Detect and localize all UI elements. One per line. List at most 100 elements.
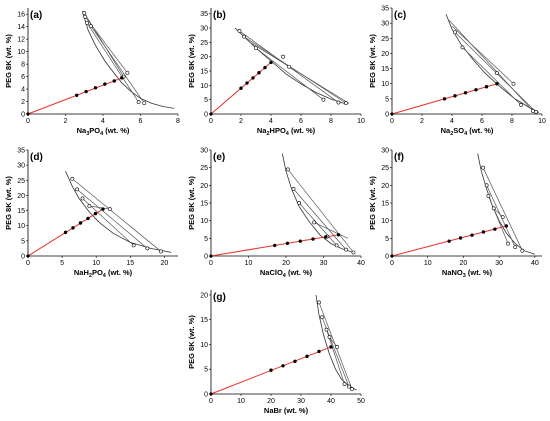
panel-f: (f) 0 10 20 30 40 0 5 10 15 20 25 30 PEG 8K (wt. %) Na… [368, 148, 542, 279]
x-axis-label: NaNO3 (wt. %) [442, 268, 493, 279]
y-tick-label: 25 [381, 36, 389, 43]
open-data-point [320, 315, 324, 320]
open-data-point [513, 245, 518, 250]
feed-data-point [474, 88, 478, 92]
x-tick-label: 6 [299, 118, 303, 125]
origin-point [209, 254, 213, 258]
panel-label: (d) [30, 152, 43, 163]
x-tick-label: 10 [357, 118, 365, 125]
y-tick-label: 0 [21, 112, 25, 119]
y-tick-label: 5 [204, 97, 208, 104]
origin-point [390, 254, 394, 258]
feed-data-point [453, 94, 457, 98]
x-tick-label: 10 [245, 260, 253, 267]
open-data-point [460, 45, 465, 50]
feed-data-point [493, 227, 497, 231]
feed-data-point [269, 60, 273, 65]
open-data-point [87, 204, 92, 208]
y-tick-label: 35 [381, 6, 389, 13]
feed-data-point [63, 230, 68, 235]
open-data-point [145, 246, 150, 251]
x-tick-label: 10 [538, 118, 546, 125]
y-tick-label: 0 [204, 254, 208, 261]
y-tick-label: 30 [17, 163, 25, 170]
x-tick-label: 4 [269, 118, 273, 125]
feed-data-point [120, 76, 124, 80]
y-tick-label: 30 [381, 21, 389, 28]
y-tick-label: 35 [17, 148, 25, 155]
x-tick-label: 2 [420, 118, 424, 125]
origin-point [209, 392, 213, 396]
y-tick-label: 20 [381, 183, 389, 190]
binodal-curve [281, 153, 354, 253]
feed-data-point [86, 216, 90, 221]
x-tick-label: 2 [64, 118, 68, 125]
open-data-point [159, 249, 163, 254]
y-tick-label: 0 [385, 112, 389, 119]
origin-point [26, 254, 30, 258]
feed-data-point [495, 82, 499, 86]
open-data-point [75, 187, 79, 192]
feed-data-point [239, 86, 243, 90]
open-data-point [344, 101, 348, 106]
y-tick-label: 25 [200, 40, 208, 47]
x-axis-label: Na3PO4 (wt. %) [77, 126, 130, 137]
panel-label: (g) [213, 292, 226, 303]
origin-point [209, 112, 213, 116]
feed-data-point [269, 368, 273, 372]
x-tick-label: 20 [160, 260, 168, 267]
open-data-point [453, 30, 457, 35]
feed-data-point [93, 211, 98, 216]
feed-data-point [293, 359, 297, 364]
y-axis-label: PEG 8K (wt. %) [187, 315, 196, 369]
open-data-point [287, 64, 291, 69]
tie-line [249, 42, 350, 104]
tie-line [76, 189, 148, 249]
panel-e: (e) 0 10 20 30 40 0 5 10 15 20 25 30 PEG 8K (wt. %) Na… [187, 148, 365, 280]
feed-data-point [311, 237, 315, 241]
feed-data-point [484, 85, 489, 89]
open-data-point [342, 382, 347, 386]
open-data-point [335, 345, 339, 349]
feed-data-point [84, 89, 88, 94]
open-data-point [534, 109, 538, 114]
y-tick-label: 25 [200, 165, 208, 172]
panel-label: (b) [213, 10, 226, 21]
tie-line [321, 317, 350, 387]
feed-data-point [75, 93, 79, 97]
x-tick-label: 6 [139, 118, 143, 125]
feed-data-point [447, 239, 451, 243]
feed-data-point [442, 97, 447, 101]
open-data-point [324, 327, 329, 332]
x-tick-label: 8 [329, 118, 333, 125]
open-data-point [491, 206, 496, 211]
open-data-point [500, 215, 505, 220]
x-tick-label: 0 [390, 118, 394, 125]
feed-data-point [470, 233, 474, 237]
x-tick-label: 20 [282, 260, 290, 267]
x-tick-label: 0 [26, 260, 30, 267]
y-tick-label: 0 [21, 254, 25, 261]
feed-data-point [317, 349, 321, 354]
y-tick-label: 15 [200, 201, 208, 208]
open-data-point [351, 250, 356, 255]
y-tick-label: 5 [385, 236, 389, 243]
open-data-point [495, 71, 499, 76]
panel-label: (e) [213, 152, 225, 163]
feed-data-point [93, 86, 98, 90]
tie-line [451, 25, 514, 84]
x-tick-label: 4 [101, 118, 105, 125]
open-data-point [327, 335, 332, 339]
open-data-point [254, 46, 258, 51]
y-tick-label: 20 [381, 51, 389, 58]
x-tick-label: 20 [267, 398, 275, 405]
y-tick-label: 6 [21, 74, 25, 81]
y-tick-label: 5 [204, 236, 208, 243]
origin-point [390, 112, 394, 116]
x-tick-label: 50 [357, 398, 365, 405]
y-tick-label: 0 [385, 254, 389, 261]
tie-line [482, 167, 523, 251]
feed-data-point [285, 241, 290, 245]
feed-data-point [78, 221, 83, 225]
